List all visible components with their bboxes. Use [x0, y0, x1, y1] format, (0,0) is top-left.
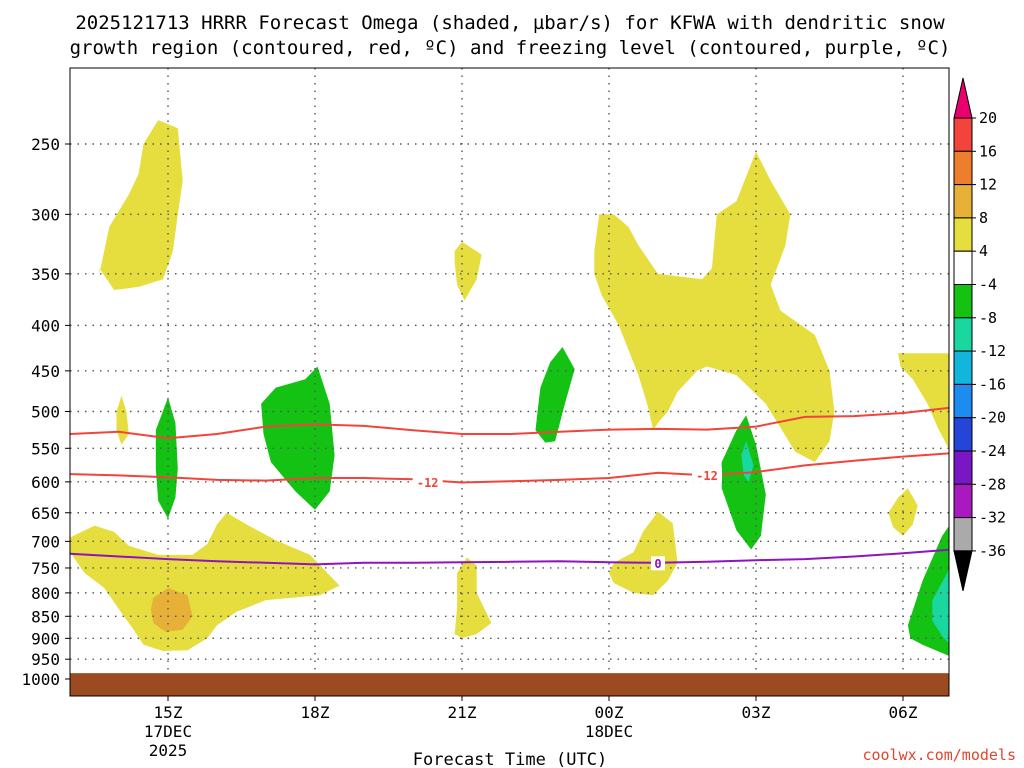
omega-region-11	[261, 366, 335, 510]
y-tick-label-350: 350	[31, 265, 60, 284]
x-tick-label-18Z: 18Z	[301, 703, 330, 722]
y-tick-label-450: 450	[31, 362, 60, 381]
omega-region-0	[99, 120, 183, 290]
y-tick-label-700: 700	[31, 532, 60, 551]
x-tick-label-15Z: 15Z	[154, 703, 183, 722]
x-tick-label-21Z: 21Z	[448, 703, 477, 722]
omega-region-6	[594, 151, 835, 463]
dgz-top-line	[70, 406, 949, 440]
colorbar-segment-6	[953, 284, 973, 319]
omega-fill-layer	[70, 120, 949, 656]
y-tick-label-950: 950	[31, 650, 60, 669]
dgz-bottom-line	[70, 452, 949, 484]
colorbar-segment-5	[953, 250, 973, 285]
freezing-level-label-0: 0	[654, 557, 661, 571]
colorbar-segment-1	[953, 117, 973, 152]
colorbar-label-8: -16	[979, 375, 1006, 393]
chart-title-line-1: 2025121713 HRRR Forecast Omega (shaded, …	[75, 12, 945, 34]
colorbar-bottom-arrow	[953, 550, 973, 592]
y-tick-label-500: 500	[31, 403, 60, 422]
y-tick-label-650: 650	[31, 504, 60, 523]
y-tick-label-550: 550	[31, 439, 60, 458]
colorbar-label-11: -28	[979, 475, 1006, 493]
freezing-level-label-bg-0	[651, 556, 665, 571]
colorbar-label-1: 16	[979, 142, 997, 160]
y-tick-label-750: 750	[31, 559, 60, 578]
colorbar-segment-3	[953, 184, 973, 219]
omega-region-3	[150, 588, 193, 632]
colorbar-top-arrow	[953, 77, 973, 119]
dgz-bottom-label-bg-0	[412, 475, 443, 490]
chart-title-line-2: growth region (contoured, red, ºC) and f…	[70, 37, 951, 59]
colorbar-label-10: -24	[979, 442, 1006, 460]
x-axis-title: Forecast Time (UTC)	[413, 750, 607, 768]
x-tick-label-06Z: 06Z	[889, 703, 918, 722]
omega-region-9	[898, 353, 949, 450]
y-tick-label-400: 400	[31, 316, 60, 335]
omega-region-12	[535, 347, 575, 443]
contour-layer: -12 -12 0	[70, 406, 949, 571]
colorbar-label-2: 12	[979, 176, 997, 194]
colorbar-segment-11	[953, 450, 973, 485]
colorbar-segment-8	[953, 350, 973, 385]
colorbar-segment-2	[953, 150, 973, 186]
y-tick-label-600: 600	[31, 473, 60, 492]
dgz-bottom-label-1: -12	[696, 469, 718, 483]
colorbar-segment-4	[953, 217, 973, 252]
y-tick-label-300: 300	[31, 205, 60, 224]
colorbar-label-6: -8	[979, 309, 997, 327]
colorbar-label-0: 20	[979, 109, 997, 127]
colorbar-segment-10	[953, 417, 973, 452]
colorbar-label-3: 8	[979, 209, 988, 227]
y-tick-label-250: 250	[31, 135, 60, 154]
plot-area: -12 -12 0	[70, 68, 949, 696]
x-tick-label-03Z: 03Z	[742, 703, 771, 722]
colorbar-segment-7	[953, 317, 973, 352]
x-tick-date-00Z: 18DEC	[585, 722, 633, 741]
y-tick-label-850: 850	[31, 607, 60, 626]
y-tick-label-800: 800	[31, 584, 60, 603]
x-tick-date-15Z: 17DEC	[144, 722, 192, 741]
dgz-bottom-label-0: -12	[417, 476, 439, 490]
omega-region-7	[609, 511, 678, 596]
colorbar-label-9: -20	[979, 409, 1006, 427]
y-tick-label-1000: 1000	[21, 670, 60, 689]
freezing-level-line	[70, 548, 949, 566]
colorbar-label-13: -36	[979, 542, 1006, 560]
colorbar-segment-12	[953, 483, 973, 519]
colorbar: 20 16 12 8 4 -4 -8 -12 -16 -20 -24 -28 -32 -36	[953, 77, 1006, 592]
omega-region-10	[155, 397, 178, 519]
ground-surface	[70, 673, 949, 696]
dgz-bottom-label-bg-1	[692, 468, 722, 483]
omega-region-2	[70, 512, 340, 651]
omega-region-16	[932, 569, 949, 644]
omega-region-13	[721, 415, 766, 550]
y-tick-label-900: 900	[31, 629, 60, 648]
omega-region-4	[454, 241, 482, 301]
omega-region-5	[454, 557, 492, 639]
plot-frame	[69, 67, 950, 697]
x-tick-year-15Z: 2025	[149, 741, 188, 760]
omega-region-1	[116, 395, 129, 445]
colorbar-label-4: 4	[979, 242, 988, 260]
colorbar-label-12: -32	[979, 509, 1006, 527]
x-tick-label-00Z: 00Z	[595, 703, 624, 722]
colorbar-segment-9	[953, 383, 973, 419]
y-axis: 250 300 350 400 450 500 550 600 650 700 750 800 850 9…	[21, 135, 70, 689]
colorbar-segment-13	[953, 517, 973, 552]
colorbar-label-5: -4	[979, 276, 997, 294]
colorbar-label-7: -12	[979, 342, 1006, 360]
credit-text: coolwx.com/models	[862, 746, 1016, 764]
